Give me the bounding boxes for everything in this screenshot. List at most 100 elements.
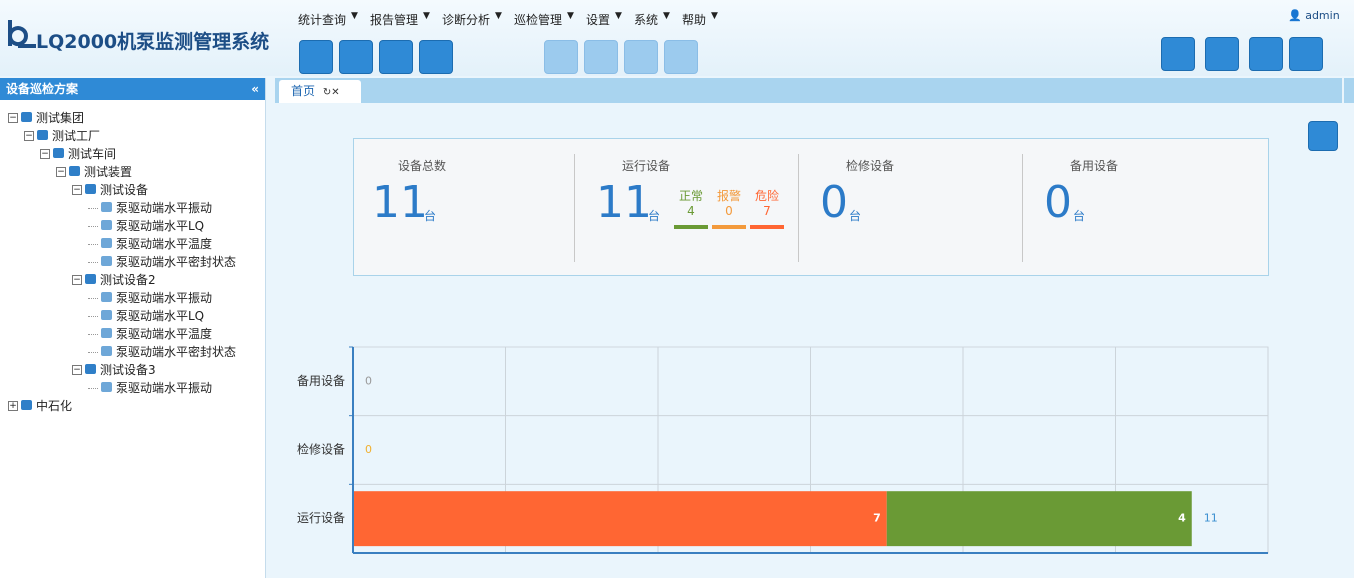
status-label: 报警 [716, 189, 741, 203]
tree-node[interactable]: 测试工厂 [52, 129, 101, 143]
sidebar-header: 设备巡检方案 « [0, 78, 265, 100]
status-bar [750, 225, 784, 229]
tool-button[interactable] [624, 40, 658, 74]
tree-connector [88, 383, 98, 389]
user-name[interactable]: admin [1305, 9, 1340, 22]
tab-title[interactable]: 首页 [291, 84, 316, 98]
status-bar [674, 225, 708, 229]
standby-label: 备用设备 [1070, 159, 1119, 173]
tool-button[interactable] [584, 40, 618, 74]
tree-node[interactable]: 测试设备2 [100, 273, 156, 287]
tree-toggle[interactable]: − [40, 149, 50, 159]
tree-icon [85, 274, 96, 284]
tool-button[interactable] [664, 40, 698, 74]
tree-node[interactable]: 泵驱动端水平振动 [116, 381, 213, 395]
standby-unit: 台 [1073, 209, 1086, 223]
tree-node[interactable]: 中石化 [36, 399, 73, 413]
tree-toggle[interactable]: − [72, 365, 82, 375]
summary-card: 设备总数 11 台 运行设备 11 台 检修设备 0 台 备用设备 0 台 正常… [353, 138, 1269, 276]
tree-toggle[interactable]: − [56, 167, 66, 177]
header: LQ2000机泵监测管理系统 👤 admin 统计查询 ▼ 报告管理 ▼ 诊断分析 ▼ 巡检… [0, 0, 1354, 76]
tree-node[interactable]: 测试车间 [68, 147, 117, 161]
tree-connector [88, 239, 98, 245]
tree-connector [88, 311, 98, 317]
tree-icon [21, 400, 32, 410]
status-bar [712, 225, 746, 229]
tree-node[interactable]: 泵驱动端水平温度 [116, 237, 213, 251]
tree-connector [88, 257, 98, 263]
list-button[interactable] [1308, 121, 1338, 151]
tree-toggle[interactable]: − [72, 275, 82, 285]
tool-button[interactable] [339, 40, 373, 74]
tree-node[interactable]: 测试装置 [84, 165, 133, 179]
sidebar-title: 设备巡检方案 [6, 82, 79, 96]
status-value: 0 [725, 204, 733, 218]
menu-item[interactable]: 巡检管理 [514, 13, 563, 27]
running-value: 11 [596, 177, 652, 228]
tree-connector [88, 293, 98, 299]
standby-value: 0 [1044, 177, 1072, 228]
divider [798, 154, 799, 262]
tree-node[interactable]: 泵驱动端水平密封状态 [116, 255, 237, 269]
tree-node[interactable]: 泵驱动端水平振动 [116, 291, 213, 305]
tree-toggle[interactable]: − [72, 185, 82, 195]
tree-icon [101, 238, 112, 248]
menu-item[interactable]: 帮助 [682, 13, 707, 27]
tree-node[interactable]: 测试集团 [36, 111, 85, 125]
panel-toggle[interactable] [1344, 78, 1354, 103]
tree-icon [101, 292, 112, 302]
tree-connector [88, 221, 98, 227]
tree-toggle[interactable]: − [24, 131, 34, 141]
tab-close[interactable]: ↻✕ [322, 87, 340, 98]
status-label: 危险 [754, 189, 779, 203]
menu-item[interactable]: 报告管理 [370, 13, 419, 27]
tool-button[interactable] [544, 40, 578, 74]
repair-unit: 台 [849, 209, 862, 223]
window-button[interactable] [1205, 37, 1239, 71]
status-value: 7 [763, 204, 771, 218]
tool-button[interactable] [299, 40, 333, 74]
logout-button[interactable] [1289, 37, 1323, 71]
tree-connector [88, 329, 98, 335]
logo-icon [8, 20, 36, 48]
tree-node[interactable]: 泵驱动端水平密封状态 [116, 345, 237, 359]
tree-node[interactable]: 泵驱动端水平LQ [116, 309, 205, 323]
tree-toggle[interactable]: + [8, 401, 18, 411]
divider [574, 154, 575, 262]
user[interactable]: 👤 admin [1288, 9, 1340, 22]
menu-item[interactable]: 统计查询 [298, 13, 347, 27]
tree-toggle[interactable]: − [8, 113, 18, 123]
tree-node[interactable]: 测试设备 [100, 183, 149, 197]
app-title: LQ2000机泵监测管理系统 [36, 31, 270, 53]
menu-arrow: ▼ [495, 11, 502, 21]
tree-icon [21, 112, 32, 122]
menu-arrow: ▼ [615, 11, 622, 21]
tree-node[interactable]: 泵驱动端水平振动 [116, 201, 213, 215]
tree-node[interactable]: 泵驱动端水平温度 [116, 327, 213, 341]
running-unit: 台 [648, 209, 661, 223]
menu-arrow: ▼ [663, 11, 670, 21]
tree-node[interactable]: 泵驱动端水平LQ [116, 219, 205, 233]
tool-button[interactable] [379, 40, 413, 74]
total-label: 11 [1204, 512, 1218, 525]
tree-icon [101, 202, 112, 212]
menu-item[interactable]: 系统 [634, 13, 659, 27]
menu-item[interactable]: 诊断分析 [442, 13, 491, 27]
tree-node[interactable]: 测试设备3 [100, 363, 156, 377]
tool-button[interactable] [419, 40, 453, 74]
home-button[interactable] [1161, 37, 1195, 71]
menu-arrow: ▼ [351, 11, 358, 21]
bar-label: 4 [1178, 512, 1186, 525]
menu-arrow: ▼ [711, 11, 718, 21]
collapse-button[interactable]: « [251, 82, 259, 96]
tab[interactable]: 首页 ↻✕ [279, 80, 361, 103]
status-label: 正常 [678, 189, 703, 203]
running-label: 运行设备 [622, 159, 671, 173]
fullscreen-button[interactable] [1249, 37, 1283, 71]
tree-icon [101, 310, 112, 320]
tree-connector [88, 203, 98, 209]
menu-item[interactable]: 设置 [586, 13, 611, 27]
repair-label: 检修设备 [846, 159, 895, 173]
chart: 备用设备 0 检修设备 0 运行设备 7 4 11 [297, 346, 1269, 554]
tree-icon [53, 148, 64, 158]
